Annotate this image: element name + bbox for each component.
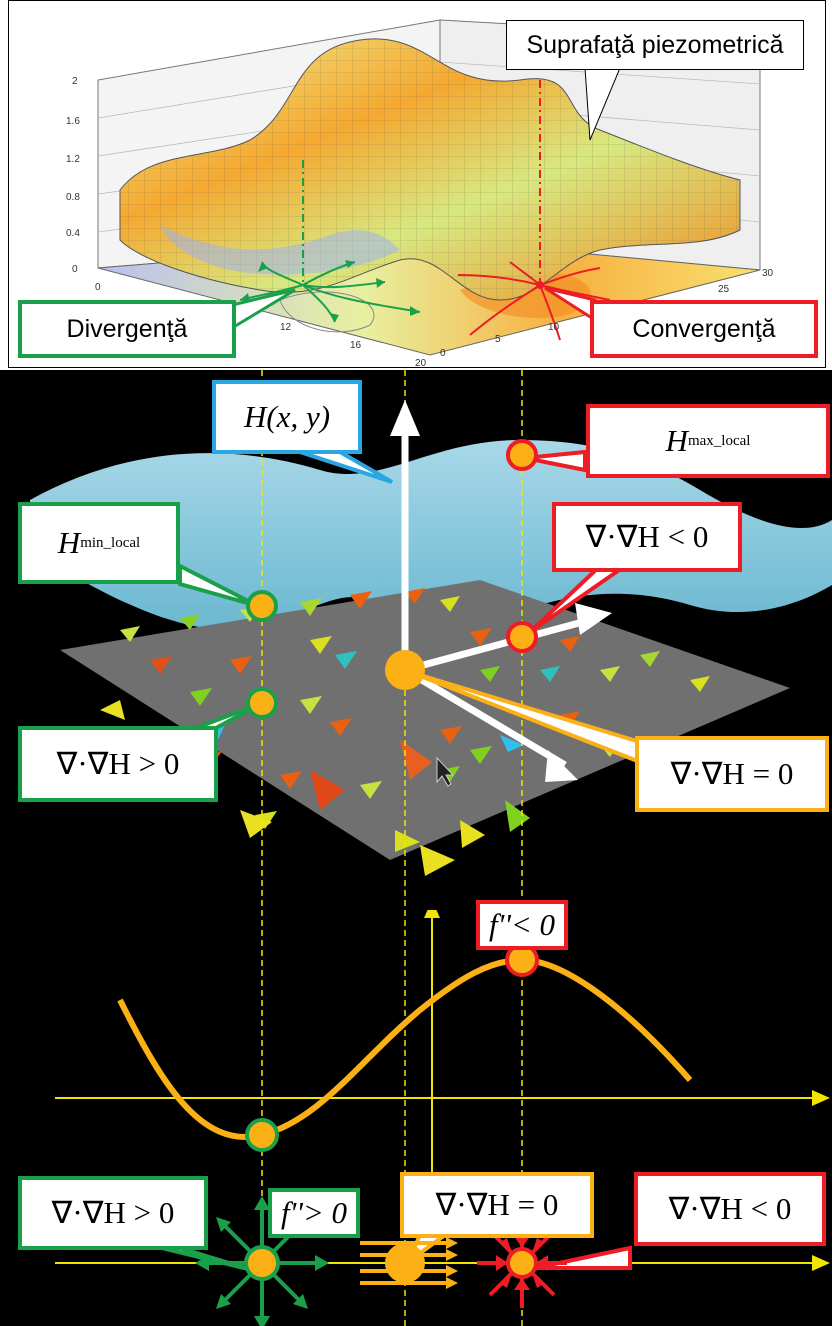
gradient-arrow-right: [404, 616, 591, 674]
h-max-pointer: [524, 449, 587, 473]
divergence-label: Divergenţă: [18, 300, 236, 358]
h-max-point: [506, 439, 538, 471]
h-axis-arrowhead: [390, 400, 420, 436]
gradient-arrow-down: [403, 666, 567, 769]
blue-surface: [30, 440, 832, 630]
svg-text:12: 12: [280, 322, 292, 333]
svg-text:16: 16: [350, 340, 362, 351]
svg-text:0: 0: [440, 348, 446, 359]
gradient-arrow-down-head: [545, 750, 578, 782]
svg-text:0: 0: [95, 282, 101, 293]
mouse-cursor-icon: [436, 756, 455, 787]
convergence-label: Convergenţă: [590, 300, 818, 358]
h-function-label: H(x, y): [212, 380, 362, 454]
function-curve-plot: [55, 910, 830, 1326]
svg-text:0: 0: [72, 264, 78, 275]
divergence-plane-point: [246, 687, 278, 719]
gradient-arrow-right-head: [575, 603, 612, 635]
z-axis-ticks: 2 1.6 1.2 0.8 0.4 0: [66, 76, 80, 275]
f-second-positive-label: f''> 0: [268, 1188, 360, 1238]
convergent-arrowheads: [496, 1236, 548, 1290]
surface-plot: 2 1.6 1.2 0.8 0.4 0 0 12 16 20 0 5 10 25…: [66, 19, 774, 369]
div-negative-bottom-label: ∇·∇H < 0: [634, 1172, 826, 1246]
svg-text:1.2: 1.2: [66, 154, 80, 165]
div-negative-label: ∇·∇H < 0: [552, 502, 742, 572]
div-zero-label: ∇·∇H = 0: [635, 736, 829, 812]
svg-text:20: 20: [415, 358, 427, 369]
field-arrows-large: [100, 700, 530, 876]
x-axis-arrowhead: [812, 1090, 830, 1106]
surface-label: Suprafaţă piezometrică: [506, 20, 804, 70]
piezometric-surface-panel: 2 1.6 1.2 0.8 0.4 0 0 12 16 20 0 5 10 25…: [0, 0, 832, 370]
convergence-plane-point: [506, 621, 538, 653]
surface-low-region: [160, 225, 400, 275]
f-second-negative-label: f''< 0: [476, 900, 568, 950]
svg-text:0.4: 0.4: [66, 228, 80, 239]
grey-plane: [60, 580, 790, 860]
div-positive-label: ∇·∇H > 0: [18, 726, 218, 802]
convergence-point: [536, 281, 544, 289]
svg-text:2: 2: [72, 76, 78, 87]
parallel-arrowheads: [446, 1237, 458, 1289]
div-positive-bottom-label: ∇·∇H > 0: [18, 1176, 208, 1250]
svg-text:5: 5: [495, 334, 501, 345]
h-min-point: [246, 590, 278, 622]
one-dimensional-panel: f''< 0 f''> 0 ∇·∇H > 0 ∇·∇H = 0 ∇·∇H < 0: [0, 900, 832, 1326]
svg-text:30: 30: [762, 268, 774, 279]
divergence-point: [244, 1245, 280, 1281]
svg-text:0.8: 0.8: [66, 192, 80, 203]
svg-text:1.6: 1.6: [66, 116, 80, 127]
gradient-field-scene: [30, 370, 832, 910]
x-axis-ticks: 0 12 16 20: [95, 282, 427, 369]
function-curve: [117, 956, 693, 1140]
convergence-point-bottom: [506, 1247, 538, 1279]
y-axis-arrowhead: [424, 910, 440, 918]
svg-text:10: 10: [548, 322, 560, 333]
saddle-point-bottom: [385, 1243, 425, 1283]
div-zero-bottom-label: ∇·∇H = 0: [400, 1172, 594, 1238]
curve-minimum: [245, 1118, 279, 1152]
saddle-point: [385, 650, 425, 690]
h-min-pointer: [178, 562, 259, 608]
surface-mesh: [120, 38, 740, 300]
y-axis-ticks: 0 5 10 25 30: [440, 268, 774, 359]
flux-axis-arrowhead: [812, 1255, 830, 1271]
svg-text:25: 25: [718, 284, 730, 295]
